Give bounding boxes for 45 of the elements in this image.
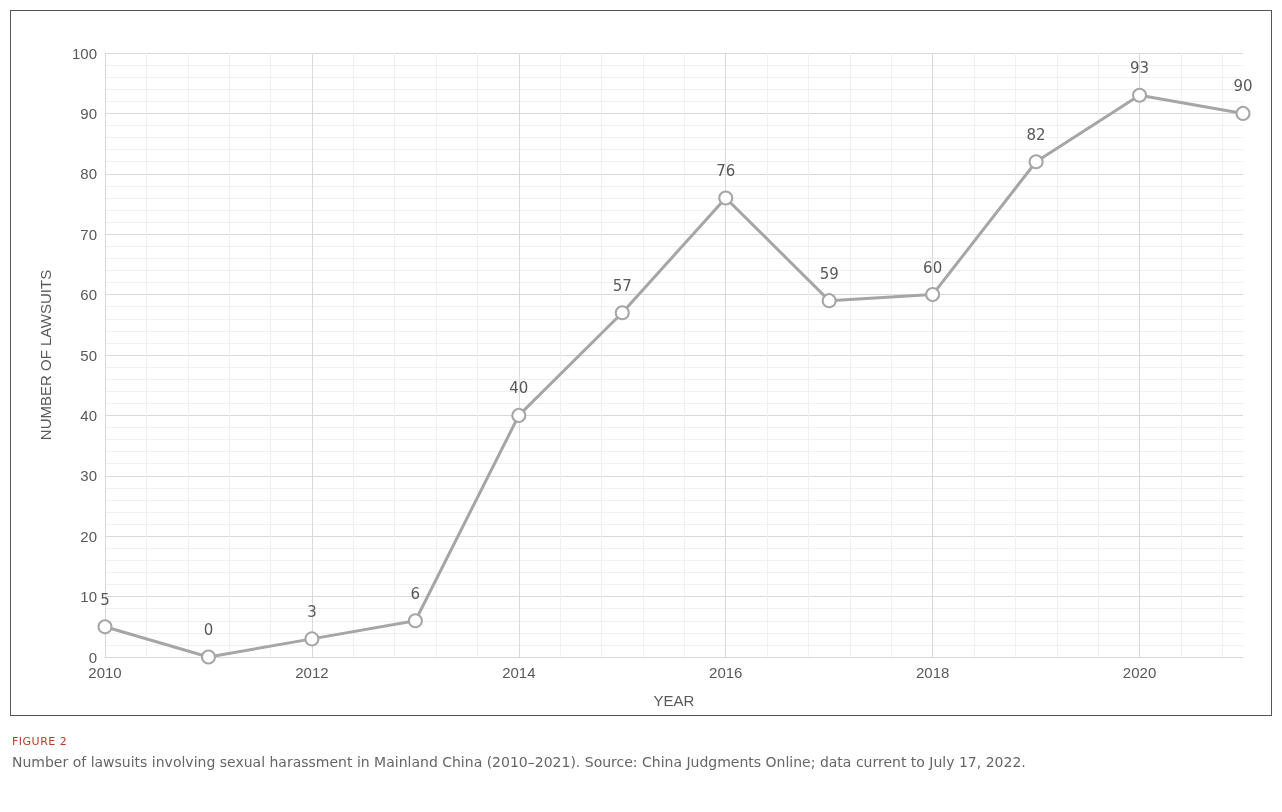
point (511, 407, 527, 423)
x-tick-label: 2020 (1122, 664, 1157, 681)
y-axis-title: NUMBER OF LAWSUITS (37, 269, 54, 441)
point (821, 293, 837, 309)
y-tick-label: 50 (80, 346, 97, 364)
data-label: 6 (410, 584, 421, 603)
point (97, 619, 113, 635)
data-label: 3 (307, 602, 317, 621)
data-label: 60 (923, 258, 943, 277)
data-label: 76 (716, 161, 736, 180)
data-label: 5 (100, 590, 110, 609)
caption: FIGURE 2 (12, 735, 69, 748)
y-tick-label: 30 (80, 467, 97, 485)
data-label: 82 (1026, 125, 1046, 144)
point (304, 631, 320, 647)
point (1028, 154, 1044, 170)
x-tick-label: 2016 (709, 664, 743, 681)
point (1132, 87, 1148, 103)
data-label: 93 (1130, 59, 1150, 78)
x-tick-label: 2010 (88, 664, 122, 681)
point (718, 190, 734, 206)
data-label: 40 (509, 379, 529, 398)
y-tick-label: 60 (80, 286, 97, 304)
point (614, 305, 630, 321)
x-tick-label: 2018 (915, 664, 950, 681)
data-label: 0 (203, 621, 214, 639)
y-tick-label: 80 (80, 165, 97, 183)
x-tick-label: 2014 (502, 664, 536, 681)
data-label: 59 (819, 264, 839, 283)
y-tick-label: 40 (80, 406, 97, 424)
y-tick-label: 0 (88, 648, 97, 666)
x-axis-title: YEAR (653, 692, 695, 709)
point (925, 287, 941, 303)
point (407, 613, 423, 629)
point (1235, 105, 1251, 121)
y-tick-label: 100 (71, 44, 97, 62)
data-label: 90 (1233, 77, 1253, 96)
y-tick-label: 90 (80, 104, 97, 122)
text: Number of lawsuits involving sexual harassment in Mainland China (2010–2021). Source: China Judgments Online; data current to July 17, 2022. (12, 754, 1027, 770)
y-tick-label: 20 (80, 527, 97, 545)
data-label: 57 (612, 276, 632, 295)
point (200, 649, 216, 665)
x-tick-label: 2012 (295, 664, 329, 681)
y-tick-label: 10 (80, 588, 97, 606)
y-tick-label: 70 (80, 225, 97, 243)
